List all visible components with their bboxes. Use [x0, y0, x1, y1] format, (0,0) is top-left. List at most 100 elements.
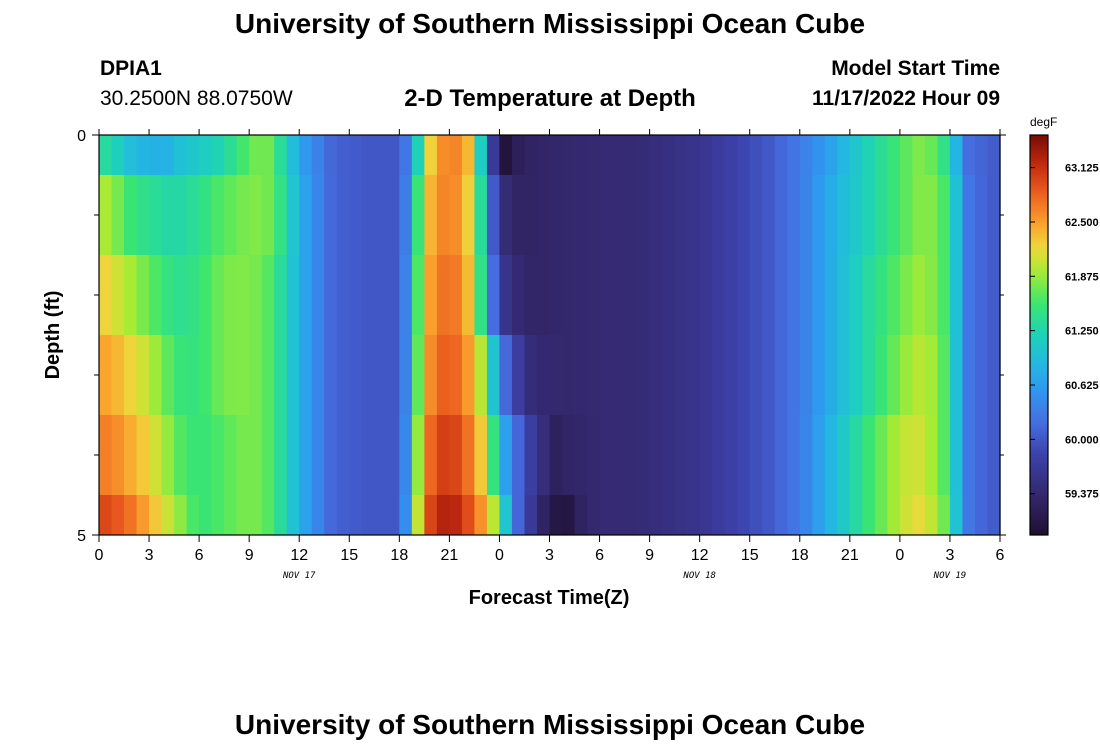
heatmap-cell	[737, 255, 751, 336]
x-tick-label: 15	[741, 547, 759, 564]
heatmap-cell	[587, 415, 601, 496]
heatmap-cell	[924, 335, 939, 416]
heatmap-cell	[587, 255, 601, 336]
heatmap-cell	[299, 175, 313, 256]
heatmap-cell	[499, 415, 513, 496]
heatmap-cell	[324, 135, 338, 176]
heatmap-cell	[712, 255, 726, 336]
heatmap-cell	[399, 495, 413, 536]
heatmap-cell	[274, 495, 288, 536]
heatmap-cell	[286, 495, 300, 536]
heatmap-cell	[987, 335, 1001, 416]
heatmap-cell	[762, 175, 776, 256]
heatmap-cell	[962, 175, 976, 256]
heatmap-cell	[311, 135, 325, 176]
heatmap-cell	[624, 495, 638, 536]
heatmap-cell	[411, 175, 425, 256]
colorbar-tick-label: 59.375	[1065, 489, 1099, 501]
heatmap-cell	[511, 415, 526, 496]
heatmap-cell	[424, 255, 438, 336]
heatmap-cell	[524, 335, 538, 416]
heatmap-cell	[799, 255, 813, 336]
heatmap-cell	[862, 135, 876, 176]
heatmap-cell	[99, 335, 113, 416]
heatmap-cell	[599, 335, 613, 416]
heatmap-cell	[299, 495, 313, 536]
heatmap-cell	[499, 255, 513, 336]
heatmap-cell	[161, 495, 175, 536]
heatmap-cell	[149, 415, 163, 496]
heatmap-cell	[411, 495, 425, 536]
x-axis-title: Forecast Time(Z)	[469, 587, 630, 609]
heatmap-cell	[849, 175, 863, 256]
heatmap-cell	[974, 135, 989, 176]
heatmap-cell	[974, 175, 989, 256]
heatmap-cell	[411, 255, 425, 336]
heatmap-cell	[724, 495, 738, 536]
heatmap-cell	[99, 415, 113, 496]
x-tick-label: 0	[895, 547, 904, 564]
heatmap-cell	[824, 255, 838, 336]
heatmap-cell	[461, 175, 476, 256]
x-axis: 0 3 6 9 12 15 18 21 0 3 6 9 12 15 18 21 0 3 6 NOV 17 NOV 18 N…	[95, 129, 1005, 581]
heatmap-cell	[674, 175, 688, 256]
heatmap-cell	[937, 495, 951, 536]
heatmap-cell	[624, 335, 638, 416]
heatmap-cell	[374, 335, 388, 416]
heatmap-cell	[199, 255, 213, 336]
heatmap-cell	[536, 135, 551, 176]
heatmap-cell	[199, 175, 213, 256]
heatmap-cell	[436, 335, 450, 416]
heatmap-cell	[762, 415, 776, 496]
heatmap-cell	[812, 335, 826, 416]
x-tick-label: 21	[440, 547, 458, 564]
heatmap-cell	[136, 175, 150, 256]
heatmap-cell	[887, 415, 901, 496]
x-tick-label: 12	[691, 547, 709, 564]
heatmap-cell	[99, 135, 113, 176]
heatmap-cell	[612, 255, 626, 336]
heatmap-cell	[549, 415, 563, 496]
heatmap-cell	[799, 175, 813, 256]
heatmap-cell	[662, 335, 676, 416]
heatmap-cell	[862, 175, 876, 256]
heatmap-cell	[249, 255, 263, 336]
x-tick-label: 0	[95, 547, 104, 564]
heatmap-cell	[211, 135, 225, 176]
heatmap-cell	[224, 135, 238, 176]
heatmap-cell	[849, 255, 863, 336]
heatmap-cell	[124, 255, 138, 336]
heatmap-cell	[774, 175, 788, 256]
x-tick-label: 3	[945, 547, 954, 564]
colorbar-tick-label: 60.000	[1065, 434, 1099, 446]
heatmap-cell	[949, 135, 964, 176]
y-axis-title: Depth (ft)	[42, 291, 64, 380]
heatmap-cell	[749, 335, 763, 416]
heatmap-cell	[862, 415, 876, 496]
heatmap-cell	[436, 415, 450, 496]
heatmap-cell	[124, 335, 138, 416]
heatmap-cell	[311, 495, 325, 536]
heatmap-cell	[574, 175, 588, 256]
heatmap-cell	[637, 335, 651, 416]
heatmap-cell	[774, 495, 788, 536]
heatmap-cell	[274, 335, 288, 416]
heatmap-cell	[837, 415, 851, 496]
heatmap-cell	[174, 415, 188, 496]
heatmap-cell	[874, 495, 888, 536]
heatmap-cell	[136, 255, 150, 336]
heatmap-cell	[136, 415, 150, 496]
heatmap-cell	[762, 335, 776, 416]
heatmap-cell	[749, 415, 763, 496]
x-tick-label: 6	[195, 547, 204, 564]
heatmap-cell	[987, 135, 1001, 176]
heatmap-cell	[699, 255, 713, 336]
heatmap-cell	[874, 175, 888, 256]
heatmap-cell	[924, 175, 939, 256]
heatmap-cell	[912, 255, 926, 336]
heatmap-cell	[612, 415, 626, 496]
heatmap-cell	[499, 135, 513, 176]
heatmap-cell	[687, 495, 701, 536]
colorbar-fill	[1029, 134, 1049, 536]
station-coords: 30.2500N 88.0750W	[100, 87, 293, 110]
